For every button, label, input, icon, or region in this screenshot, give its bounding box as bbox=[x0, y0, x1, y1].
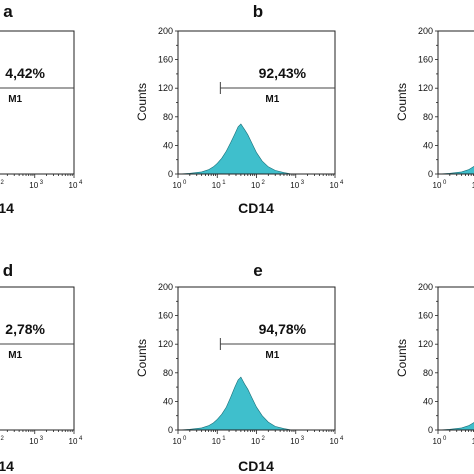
x-axis-title: CD14 bbox=[238, 458, 274, 474]
x-tick-exponent: 1 bbox=[222, 180, 226, 186]
histogram-panel-p6: 04080120160200100101Counts bbox=[395, 282, 474, 446]
y-axis-title: Counts bbox=[135, 339, 149, 377]
histogram-panel-a: 1001011021031044,42%M1aCD14 bbox=[0, 2, 83, 216]
x-tick-exponent: 2 bbox=[262, 436, 266, 442]
x-tick-label: 10 bbox=[212, 181, 221, 190]
gate-percent-label: 2,78% bbox=[5, 321, 45, 337]
y-tick-label: 200 bbox=[158, 282, 173, 292]
y-tick-label: 160 bbox=[418, 311, 433, 321]
x-tick-label: 10 bbox=[433, 181, 442, 190]
x-tick-exponent: 2 bbox=[262, 180, 266, 186]
plot-frame bbox=[437, 286, 474, 431]
x-tick-label: 10 bbox=[212, 437, 221, 446]
x-tick-exponent: 3 bbox=[40, 180, 44, 186]
x-tick-label: 10 bbox=[251, 181, 260, 190]
gate-percent-label: 92,43% bbox=[259, 65, 307, 81]
y-tick-label: 80 bbox=[423, 368, 433, 378]
x-tick-exponent: 1 bbox=[222, 436, 226, 442]
y-tick-label: 0 bbox=[428, 169, 433, 179]
panel-letter: d bbox=[3, 261, 13, 280]
x-tick-label: 10 bbox=[29, 181, 38, 190]
x-tick-exponent: 4 bbox=[79, 436, 83, 442]
histogram-panel-d: 1001011021031042,78%M1dCD14 bbox=[0, 261, 83, 474]
y-tick-label: 40 bbox=[163, 140, 173, 150]
y-tick-label: 80 bbox=[423, 112, 433, 122]
x-tick-label: 10 bbox=[173, 181, 182, 190]
gate-percent-label: 4,42% bbox=[5, 65, 45, 81]
y-axis-title: Counts bbox=[395, 339, 409, 377]
x-tick-label: 10 bbox=[472, 437, 474, 446]
x-tick-exponent: 3 bbox=[301, 436, 305, 442]
plot-frame bbox=[0, 30, 75, 175]
x-tick-label: 10 bbox=[290, 181, 299, 190]
x-tick-label: 10 bbox=[29, 437, 38, 446]
gate-name-label: M1 bbox=[265, 94, 279, 105]
x-tick-label: 10 bbox=[69, 181, 78, 190]
x-tick-exponent: 0 bbox=[183, 436, 187, 442]
x-tick-exponent: 0 bbox=[443, 436, 447, 442]
x-tick-label: 10 bbox=[330, 181, 339, 190]
y-tick-label: 0 bbox=[428, 425, 433, 435]
y-tick-label: 120 bbox=[158, 83, 173, 93]
panel-letter: a bbox=[3, 2, 13, 21]
y-tick-label: 200 bbox=[418, 282, 433, 292]
panel-letter: b bbox=[253, 2, 263, 21]
plot-frame bbox=[437, 30, 474, 175]
x-axis-title: CD14 bbox=[238, 200, 274, 216]
x-tick-exponent: 2 bbox=[1, 436, 5, 442]
histogram-area bbox=[437, 421, 474, 431]
y-tick-label: 160 bbox=[158, 311, 173, 321]
y-tick-label: 80 bbox=[163, 368, 173, 378]
y-axis-title: Counts bbox=[395, 83, 409, 121]
x-tick-exponent: 3 bbox=[301, 180, 305, 186]
gate-name-label: M1 bbox=[265, 350, 279, 361]
y-tick-label: 0 bbox=[168, 169, 173, 179]
x-tick-exponent: 4 bbox=[340, 180, 344, 186]
x-tick-exponent: 0 bbox=[183, 180, 187, 186]
gate-name-label: M1 bbox=[8, 350, 22, 361]
histogram-area bbox=[437, 165, 474, 175]
y-tick-label: 160 bbox=[418, 55, 433, 65]
gate-percent-label: 94,78% bbox=[259, 321, 307, 337]
x-axis-title: CD14 bbox=[0, 458, 14, 474]
y-tick-label: 0 bbox=[168, 425, 173, 435]
y-tick-label: 160 bbox=[158, 55, 173, 65]
y-axis-title: Counts bbox=[135, 83, 149, 121]
x-tick-label: 10 bbox=[173, 437, 182, 446]
x-tick-label: 10 bbox=[290, 437, 299, 446]
x-axis-title: CD14 bbox=[0, 200, 14, 216]
y-tick-label: 40 bbox=[163, 396, 173, 406]
x-tick-exponent: 0 bbox=[443, 180, 447, 186]
histogram-panel-c: 04080120160200100101Counts bbox=[395, 26, 474, 190]
y-tick-label: 40 bbox=[423, 140, 433, 150]
y-tick-label: 120 bbox=[418, 83, 433, 93]
y-tick-label: 80 bbox=[163, 112, 173, 122]
panel-letter: e bbox=[253, 261, 262, 280]
x-tick-exponent: 4 bbox=[340, 436, 344, 442]
y-tick-label: 200 bbox=[158, 26, 173, 36]
x-tick-label: 10 bbox=[69, 437, 78, 446]
plot-frame bbox=[0, 286, 75, 431]
x-tick-exponent: 3 bbox=[40, 436, 44, 442]
y-tick-label: 120 bbox=[418, 339, 433, 349]
y-tick-label: 40 bbox=[423, 396, 433, 406]
x-tick-label: 10 bbox=[433, 437, 442, 446]
x-tick-exponent: 4 bbox=[79, 180, 83, 186]
histogram-area bbox=[177, 123, 292, 175]
x-tick-exponent: 2 bbox=[1, 180, 5, 186]
y-tick-label: 200 bbox=[418, 26, 433, 36]
y-tick-label: 120 bbox=[158, 339, 173, 349]
x-tick-label: 10 bbox=[330, 437, 339, 446]
x-tick-label: 10 bbox=[472, 181, 474, 190]
x-tick-label: 10 bbox=[251, 437, 260, 446]
gate-name-label: M1 bbox=[8, 94, 22, 105]
histogram-area bbox=[177, 376, 292, 431]
